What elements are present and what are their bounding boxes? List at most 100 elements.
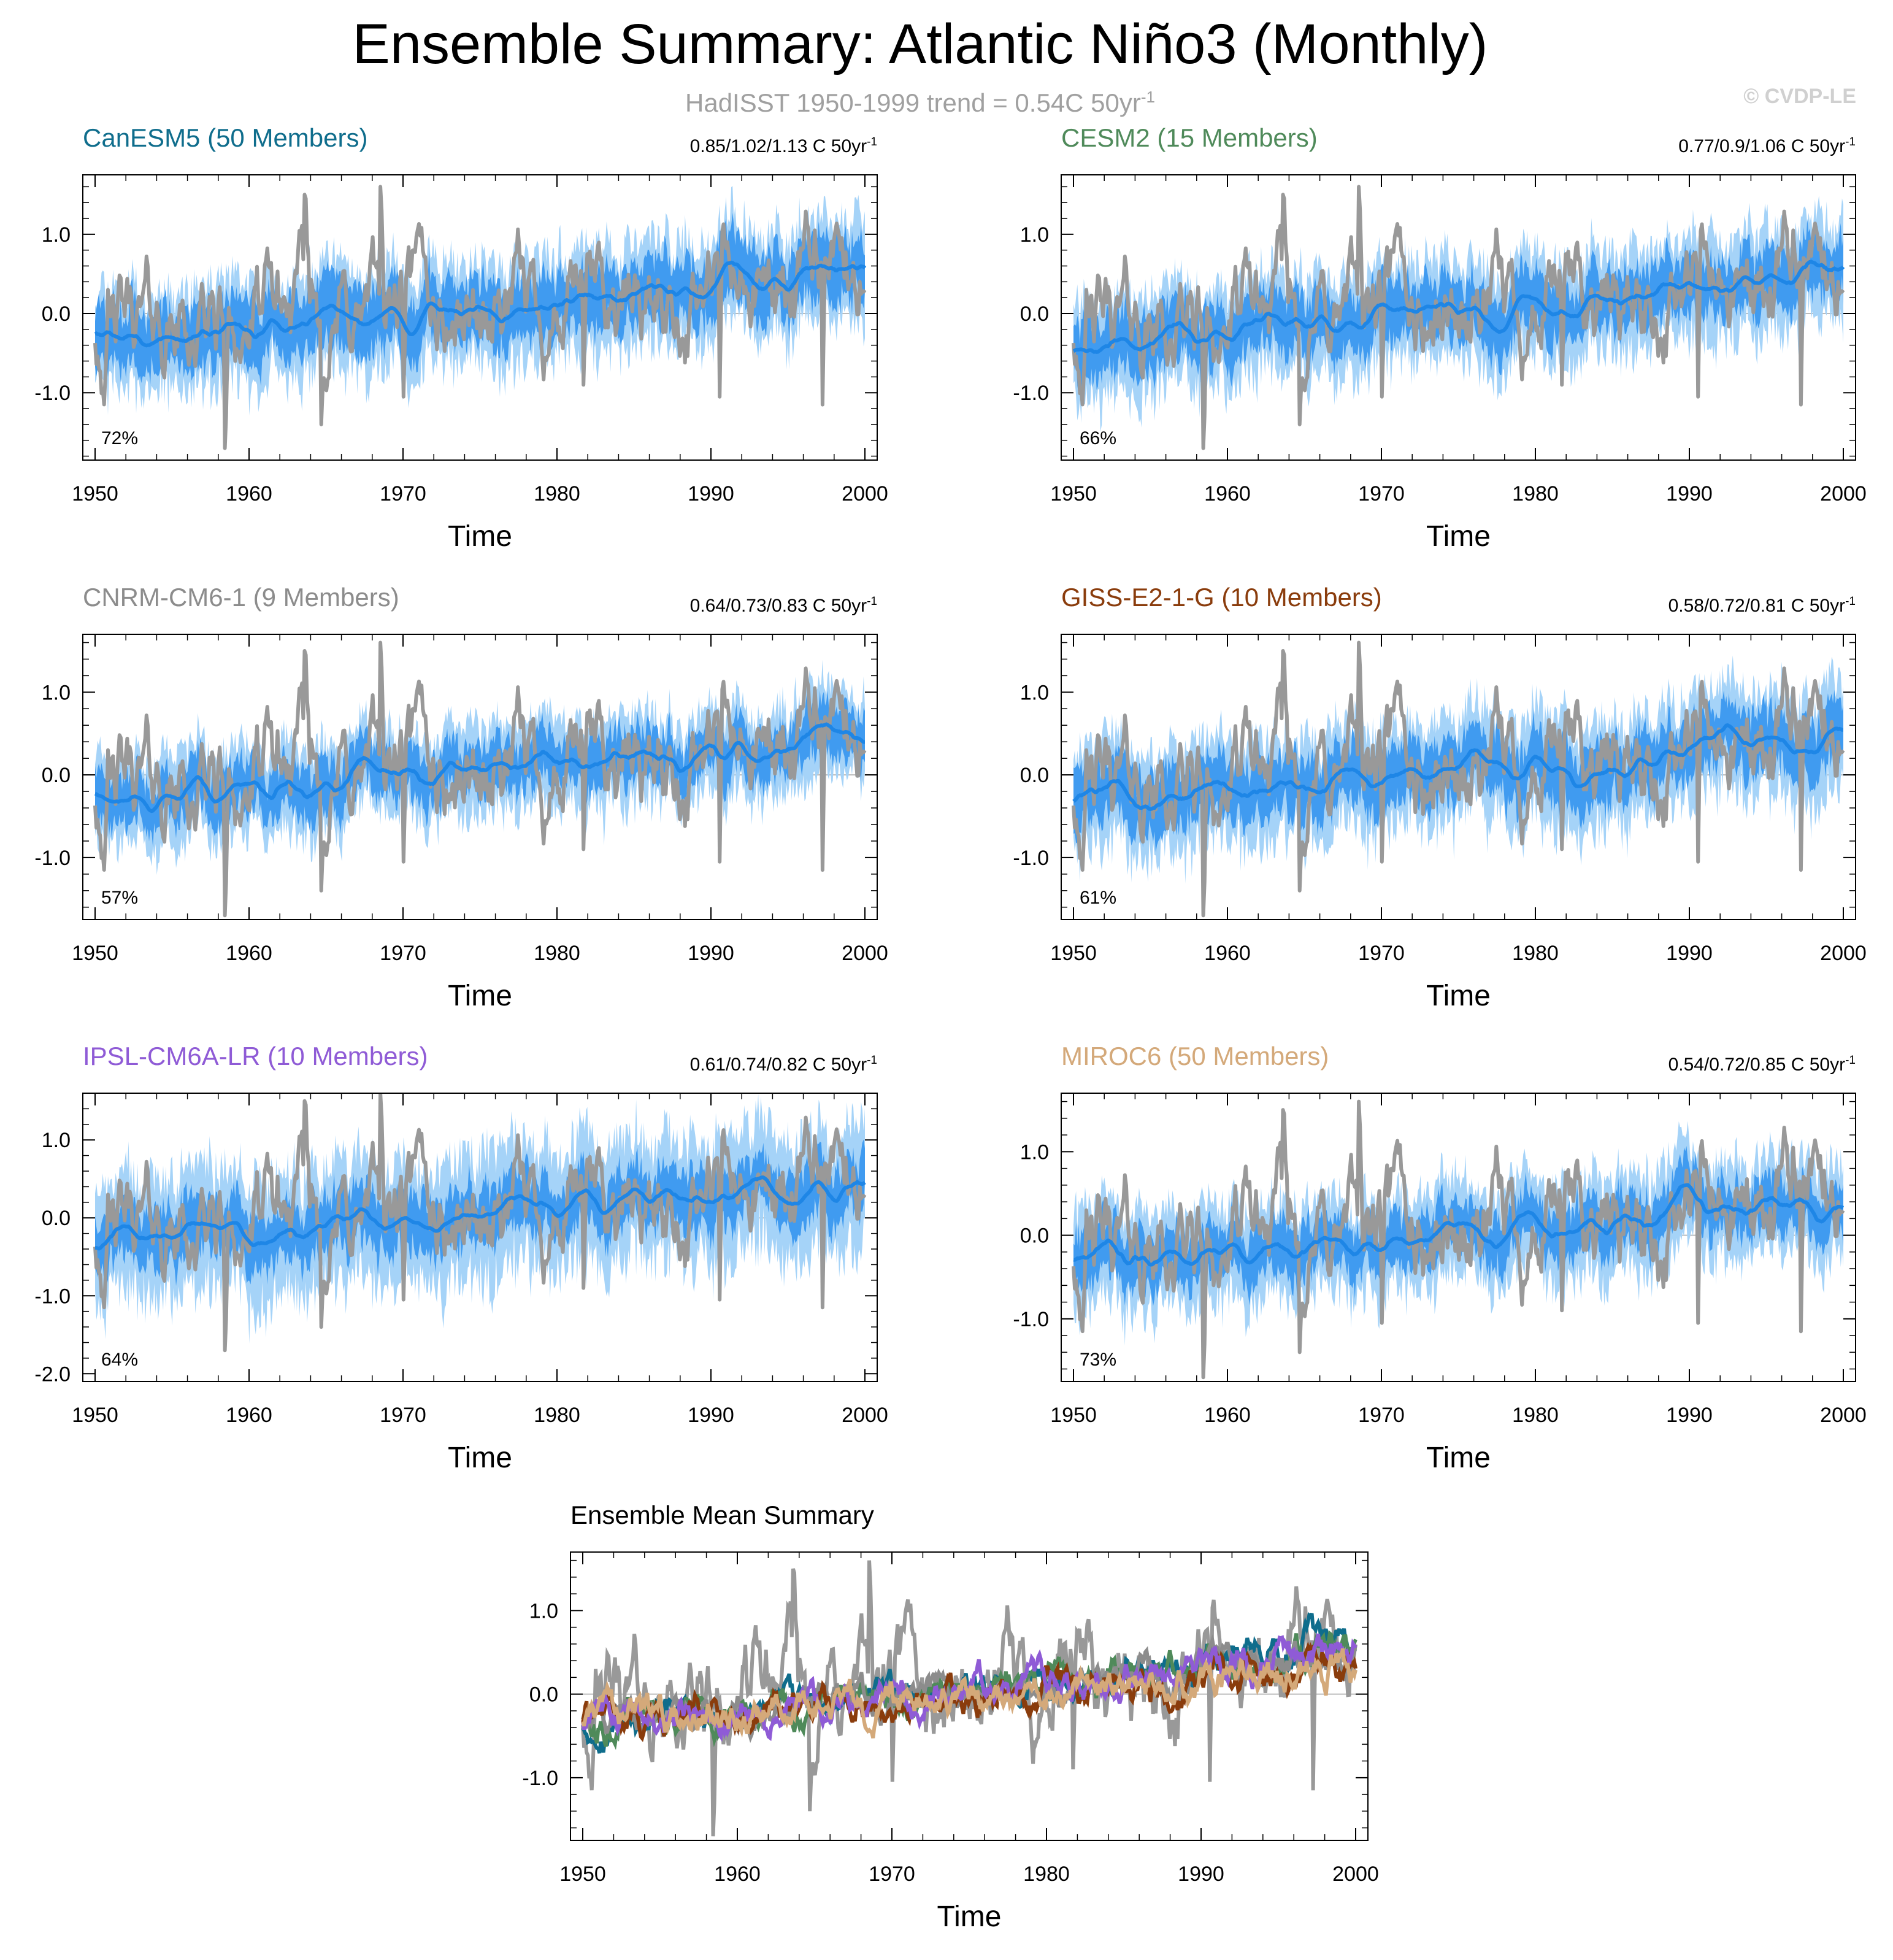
plot-area: 1950 1960 1970 1980 1990 2000 1.0 0.0 -1.0 66% Tim… xyxy=(1013,174,1867,553)
x-axis-label: Time xyxy=(1426,520,1491,553)
plot-frame xyxy=(82,1093,878,1382)
ensemble-spread-inner xyxy=(95,1139,865,1288)
x-tick-label: 1980 xyxy=(534,482,580,505)
x-tick-label: 1960 xyxy=(1204,942,1251,965)
x-axis-label: Time xyxy=(448,980,512,1012)
percent-label: 72% xyxy=(101,428,138,448)
x-tick-label: 1990 xyxy=(688,942,734,965)
y-tick-label: 1.0 xyxy=(42,681,71,704)
x-tick-label: 2000 xyxy=(1820,942,1867,965)
panel-title: MIROC6 (50 Members) xyxy=(1061,1042,1329,1070)
trend-text: 0.64/0.73/0.83 C 50yr xyxy=(689,596,867,616)
x-axis-label: Time xyxy=(448,520,512,553)
y-tick-label: -1.0 xyxy=(1013,382,1049,405)
trend-text: 0.58/0.72/0.81 C 50yr xyxy=(1668,596,1846,616)
y-tick-label: -1.0 xyxy=(1013,1308,1049,1331)
y-tick-label: 0.0 xyxy=(529,1683,558,1707)
plot-area: 1950 1960 1970 1980 1990 2000 1.0 0.0 -1.0 73% Tim… xyxy=(1013,1093,1867,1474)
ensemble-mean-line xyxy=(1072,259,1845,354)
x-tick-label: 1970 xyxy=(380,1404,426,1427)
y-tick-label: -1.0 xyxy=(522,1767,558,1790)
trend-label: 0.64/0.73/0.83 C 50yr-1 xyxy=(690,590,877,618)
trend-label: 0.54/0.72/0.85 C 50yr-1 xyxy=(1668,1048,1856,1077)
x-tick-label: 1970 xyxy=(1358,482,1405,505)
y-tick-label: 1.0 xyxy=(42,1129,71,1152)
plot-area: 1950 1960 1970 1980 1990 2000 1.0 0.0 -1.0 -2.0 64… xyxy=(34,1093,888,1474)
x-tick-label: 1970 xyxy=(869,1862,915,1886)
x-tick-label: 1960 xyxy=(1204,1404,1251,1427)
ensemble-mean-line xyxy=(94,722,865,813)
plot-frame xyxy=(570,1551,1369,1841)
x-tick-label: 1950 xyxy=(559,1862,606,1886)
x-tick-label: 1980 xyxy=(1512,1404,1559,1427)
y-tick-label: -1.0 xyxy=(34,847,71,870)
x-tick-label: 1950 xyxy=(1050,1404,1097,1427)
x-tick-label: 2000 xyxy=(1820,1404,1867,1427)
plot-content xyxy=(1061,1099,1856,1380)
plot-content xyxy=(83,640,877,918)
trend-superscript: -1 xyxy=(867,1054,877,1067)
x-tick-label: 1960 xyxy=(226,1404,272,1427)
ensemble-mean-line xyxy=(1072,723,1843,811)
percent-label: 66% xyxy=(1080,428,1116,448)
x-tick-label: 2000 xyxy=(842,482,888,505)
main-title: Ensemble Summary: Atlantic Niño3 (Monthl… xyxy=(352,13,1488,75)
trend-superscript: -1 xyxy=(1845,595,1856,608)
hadisst-line xyxy=(93,640,867,918)
y-tick-label: 0.0 xyxy=(1020,302,1049,326)
panel-title: IPSL-CM6A-LR (10 Members) xyxy=(83,1042,428,1070)
hadisst-line xyxy=(1072,185,1845,450)
x-tick-label: 1980 xyxy=(1512,942,1559,965)
subtitle-text: HadISST 1950-1999 trend = 0.54C 50yr xyxy=(685,88,1141,117)
x-tick-label: 1950 xyxy=(72,1404,118,1427)
ensemble-spread-inner xyxy=(95,213,865,386)
x-tick-label: 2000 xyxy=(1820,482,1867,505)
x-tick-label: 1960 xyxy=(226,482,272,505)
x-tick-label: 1950 xyxy=(1050,942,1097,965)
y-tick-label: 0.0 xyxy=(42,302,71,326)
x-axis-label: Time xyxy=(448,1442,512,1474)
plot-area: 1950 1960 1970 1980 1990 2000 1.0 0.0 -1.0 57% Tim… xyxy=(34,634,888,1012)
chart-panel: IPSL-CM6A-LR (10 Members) 0.61/0.74/0.82 … xyxy=(34,1041,888,1474)
plot-content xyxy=(83,185,877,450)
subtitle-superscript: -1 xyxy=(1140,88,1155,106)
x-tick-label: 1970 xyxy=(1358,942,1405,965)
plot-frame xyxy=(1061,634,1856,920)
plot-frame xyxy=(1061,174,1856,461)
ensemble-spread-inner xyxy=(1073,1146,1843,1306)
plot-frame xyxy=(82,174,878,461)
y-tick-label: 1.0 xyxy=(42,223,71,247)
model-mean-line-miroc6 xyxy=(581,1648,1357,1739)
trend-text: 0.54/0.72/0.85 C 50yr xyxy=(1668,1055,1846,1075)
y-tick-label: -2.0 xyxy=(34,1362,71,1386)
x-tick-label: 1950 xyxy=(72,942,118,965)
y-tick-label: 1.0 xyxy=(1020,1140,1049,1164)
trend-text: 0.61/0.74/0.82 C 50yr xyxy=(689,1055,867,1075)
ensemble-mean-line xyxy=(1073,1183,1845,1267)
x-tick-label: 1960 xyxy=(1204,482,1251,505)
x-tick-label: 1990 xyxy=(688,1404,734,1427)
trend-superscript: -1 xyxy=(1845,1054,1856,1067)
x-tick-label: 2000 xyxy=(1332,1862,1379,1886)
trend-label: 0.61/0.74/0.82 C 50yr-1 xyxy=(690,1048,877,1077)
x-axis-label: Time xyxy=(1426,1442,1491,1474)
chart-panel: CESM2 (15 Members) 0.77/0.9/1.06 C 50yr-1… xyxy=(1013,123,1866,553)
x-tick-label: 1980 xyxy=(534,942,580,965)
x-tick-label: 2000 xyxy=(842,1404,888,1427)
x-tick-label: 1970 xyxy=(380,482,426,505)
y-tick-label: -1.0 xyxy=(34,382,71,405)
percent-label: 64% xyxy=(101,1350,138,1370)
trend-label: 0.85/1.02/1.13 C 50yr-1 xyxy=(690,130,877,159)
x-tick-label: 1990 xyxy=(688,482,734,505)
percent-label: 57% xyxy=(101,888,138,908)
subtitle: HadISST 1950-1999 trend = 0.54C 50yr-1 xyxy=(0,79,1840,121)
percent-label: 61% xyxy=(1080,888,1116,908)
ensemble-mean-line xyxy=(94,1175,866,1251)
x-tick-label: 1950 xyxy=(1050,482,1097,505)
plot-area: 1950 1960 1970 1980 1990 2000 1.0 0.0 -1.0 Time xyxy=(522,1551,1379,1933)
plot-frame xyxy=(1061,1093,1856,1382)
chart-panel: GISS-E2-1-G (10 Members) 0.58/0.72/0.81 C… xyxy=(1013,582,1866,1012)
plot-content xyxy=(570,1560,1368,1837)
trend-label: 0.58/0.72/0.81 C 50yr-1 xyxy=(1668,590,1856,618)
plot-area: 1950 1960 1970 1980 1990 2000 1.0 0.0 -1.0 61% Tim… xyxy=(1013,634,1867,1012)
